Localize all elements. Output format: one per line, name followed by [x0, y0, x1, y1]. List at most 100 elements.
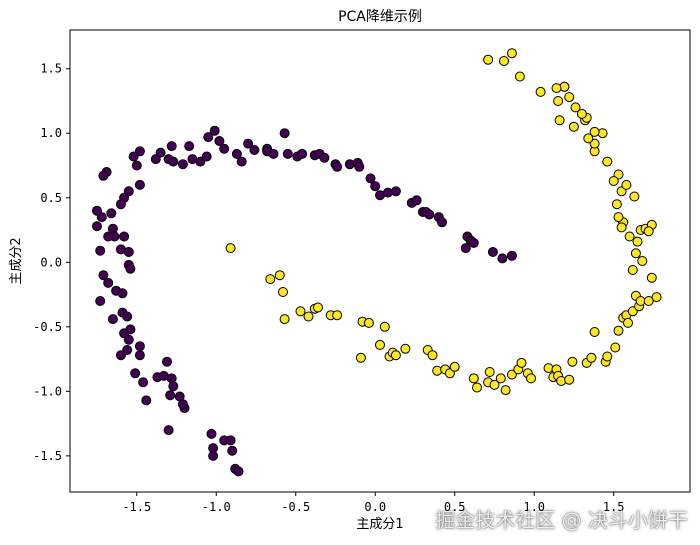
data-point	[98, 270, 109, 281]
data-point	[355, 352, 366, 363]
data-point	[95, 245, 106, 256]
data-point	[468, 373, 479, 384]
data-point	[138, 377, 149, 388]
data-point	[295, 306, 306, 317]
data-point	[576, 108, 587, 119]
watermark: 掘金技术社区 @ 决斗小饼干	[435, 508, 688, 532]
data-point	[602, 156, 613, 167]
data-point	[128, 151, 139, 162]
data-point	[497, 253, 508, 264]
data-point	[411, 195, 422, 206]
x-axis-ticks: -1.5 -1.0 -0.5 0.0 0.5 1.0 1.5	[122, 492, 625, 514]
data-point	[166, 141, 177, 152]
data-point	[516, 357, 527, 368]
data-point	[206, 428, 217, 439]
data-point	[375, 339, 385, 350]
data-point	[225, 435, 236, 446]
data-point	[107, 314, 118, 325]
data-point	[611, 199, 622, 210]
data-point	[543, 363, 554, 374]
data-point	[98, 170, 109, 181]
x-tick-label: -0.5	[281, 500, 310, 514]
data-point	[134, 341, 145, 352]
data-point	[155, 147, 166, 158]
data-point	[319, 152, 330, 163]
data-point	[243, 138, 254, 149]
data-point	[122, 345, 133, 355]
data-point	[123, 334, 134, 345]
data-point	[460, 243, 471, 254]
data-point	[313, 302, 323, 313]
data-point	[487, 247, 498, 257]
data-point	[616, 222, 627, 233]
data-point	[125, 263, 136, 274]
data-point	[184, 141, 195, 152]
data-point	[589, 327, 600, 337]
data-point	[506, 48, 517, 59]
data-point	[297, 148, 308, 159]
data-point	[589, 126, 600, 137]
x-tick-label: -1.5	[122, 500, 151, 514]
data-point	[201, 151, 212, 162]
data-point	[632, 236, 643, 247]
data-point	[627, 265, 638, 275]
data-point	[119, 231, 130, 242]
plot-frame	[69, 29, 691, 493]
data-point	[130, 368, 141, 379]
data-point	[630, 248, 641, 259]
data-point	[613, 212, 624, 223]
data-point	[363, 317, 374, 328]
data-point	[570, 102, 581, 113]
data-point	[274, 270, 285, 281]
data-point	[449, 361, 460, 372]
data-point	[168, 156, 179, 167]
data-point	[427, 350, 438, 361]
data-point	[203, 132, 214, 143]
x-tick-label: 0.0	[364, 500, 386, 514]
data-point	[365, 173, 376, 184]
data-point	[379, 321, 390, 332]
data-point	[225, 243, 236, 254]
data-point	[382, 187, 393, 198]
data-point	[586, 352, 597, 363]
data-point	[279, 128, 290, 139]
x-tick-label: -1.0	[202, 500, 231, 514]
data-point	[597, 128, 608, 139]
data-point	[551, 83, 562, 94]
data-point	[400, 343, 411, 354]
data-point	[437, 217, 447, 228]
data-point	[468, 237, 479, 248]
data-point	[535, 86, 546, 97]
data-point	[231, 148, 242, 159]
data-point	[390, 350, 401, 361]
data-point	[608, 176, 619, 186]
data-point	[613, 325, 624, 336]
data-point	[621, 179, 632, 190]
data-point	[643, 226, 654, 237]
data-point	[227, 445, 238, 456]
data-point	[134, 179, 145, 190]
data-point	[424, 209, 435, 220]
data-point	[610, 342, 621, 353]
data-point	[103, 277, 114, 288]
data-point	[354, 161, 365, 172]
data-point	[103, 231, 114, 242]
data-point	[332, 310, 343, 321]
data-point	[506, 250, 517, 261]
data-point	[564, 374, 575, 385]
x-tick-label: 0.5	[444, 500, 466, 514]
data-point	[564, 92, 575, 103]
data-point	[624, 231, 635, 242]
data-point	[177, 159, 188, 170]
y-axis-ticks: -1.5 -1.0 -0.5 0.0 0.5 1.0 1.5	[33, 62, 70, 463]
data-point	[131, 160, 142, 171]
data-point	[623, 317, 633, 328]
data-point	[432, 365, 443, 376]
data-point	[278, 287, 288, 297]
data-point	[602, 351, 613, 362]
data-point	[506, 369, 517, 380]
data-point	[526, 373, 536, 384]
scatter-points	[92, 48, 662, 477]
data-point	[117, 288, 128, 299]
